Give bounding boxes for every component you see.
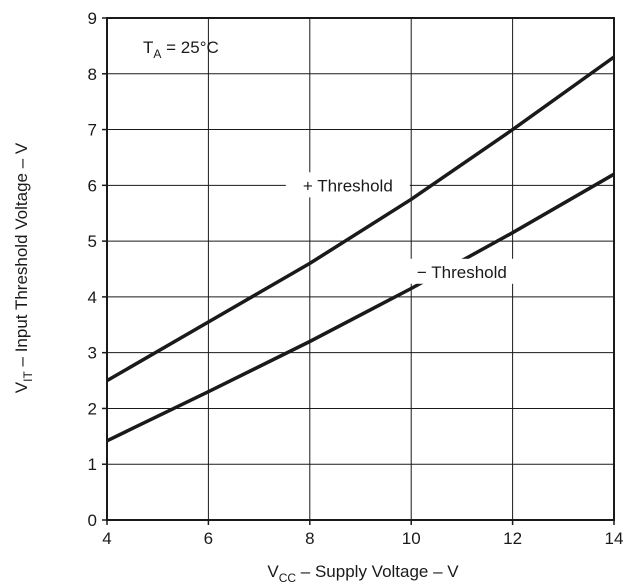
y-tick-label-7: 7: [88, 121, 97, 140]
series-label-background: [285, 172, 410, 198]
y-tick-label-2: 2: [88, 399, 97, 418]
x-tick-label-6: 6: [204, 529, 213, 548]
y-tick-label-6: 6: [88, 176, 97, 195]
x-tick-label-14: 14: [605, 529, 624, 548]
plot-frame: [106, 17, 615, 521]
y-tick-label-3: 3: [88, 344, 97, 363]
y-tick-label-5: 5: [88, 232, 97, 251]
y-tick-label-1: 1: [88, 455, 97, 474]
y-axis-title: VIT – Input Threshold Voltage – V: [12, 142, 35, 393]
x-tick-label-12: 12: [503, 529, 522, 548]
y-tick-label-9: 9: [88, 9, 97, 28]
series-line-plus-threshold: [106, 55, 616, 383]
series-label-minus-threshold: − Threshold: [417, 263, 507, 282]
x-axis-title: VCC – Supply Voltage – V: [267, 562, 459, 585]
y-tick-label-8: 8: [88, 65, 97, 84]
x-tick-label-8: 8: [305, 529, 314, 548]
y-tick-label-4: 4: [88, 288, 97, 307]
x-tick-label-10: 10: [402, 529, 421, 548]
series-group: [106, 55, 616, 443]
series-label-background: [381, 258, 542, 284]
x-tick-label-4: 4: [102, 529, 111, 548]
grid: [106, 17, 615, 521]
series-line-minus-threshold: [106, 172, 615, 443]
series-label-plus-threshold: + Threshold: [303, 176, 393, 195]
temperature-annotation: TA = 25°C: [143, 38, 219, 61]
series-labels: + Threshold − Threshold: [285, 172, 542, 284]
y-tick-label-0: 0: [88, 511, 97, 530]
